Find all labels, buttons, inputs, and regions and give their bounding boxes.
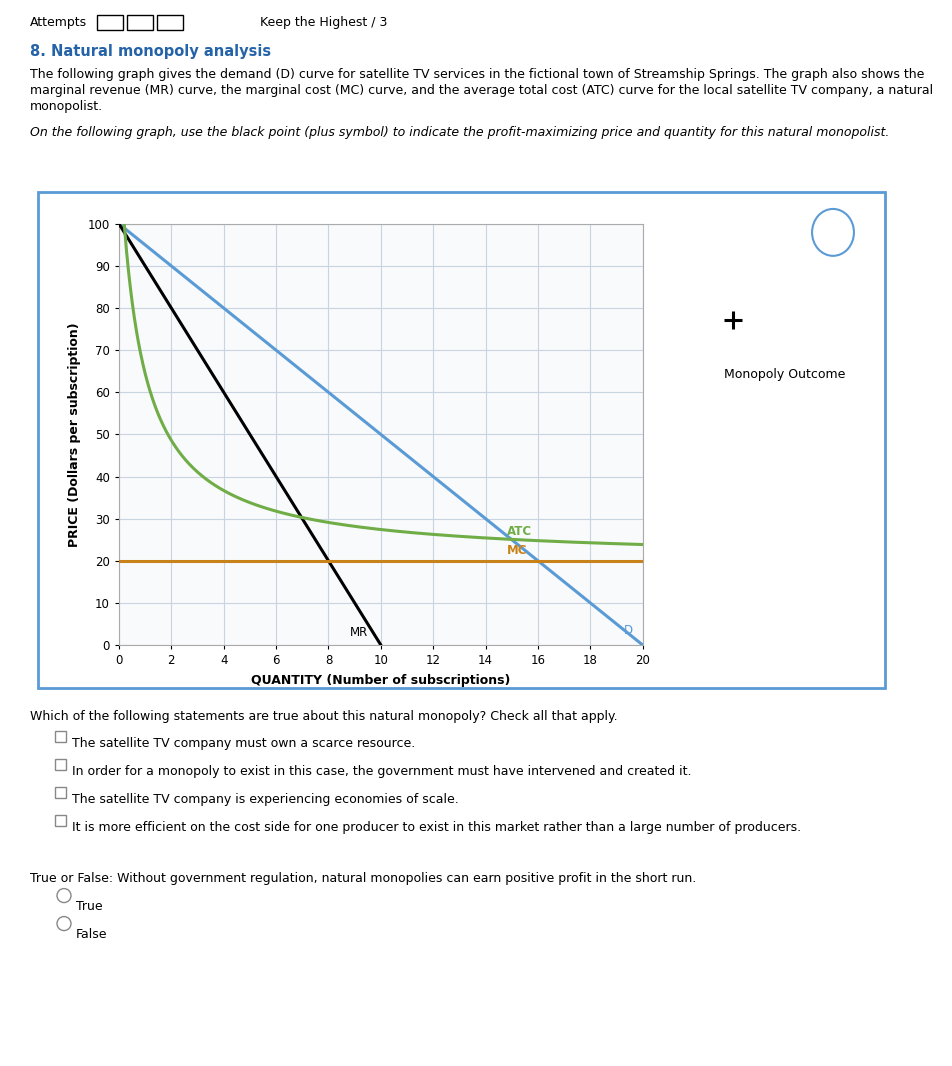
Text: True or False: Without government regulation, natural monopolies can earn positi: True or False: Without government regula… bbox=[30, 872, 696, 885]
Text: Which of the following statements are true about this natural monopoly? Check al: Which of the following statements are tr… bbox=[30, 710, 618, 723]
Circle shape bbox=[57, 917, 71, 931]
Text: True: True bbox=[76, 900, 103, 912]
Text: In order for a monopoly to exist in this case, the government must have interven: In order for a monopoly to exist in this… bbox=[72, 764, 691, 777]
Text: Monopoly Outcome: Monopoly Outcome bbox=[724, 368, 844, 381]
Text: monopolist.: monopolist. bbox=[30, 100, 103, 113]
Bar bbox=[55, 787, 66, 797]
Text: The satellite TV company is experiencing economies of scale.: The satellite TV company is experiencing… bbox=[72, 792, 459, 806]
Bar bbox=[157, 15, 183, 30]
Text: Keep the Highest / 3: Keep the Highest / 3 bbox=[260, 16, 387, 29]
Text: ATC: ATC bbox=[506, 524, 531, 537]
Text: The satellite TV company must own a scarce resource.: The satellite TV company must own a scar… bbox=[72, 737, 415, 749]
Bar bbox=[55, 814, 66, 825]
Text: The following graph gives the demand (D) curve for satellite TV services in the : The following graph gives the demand (D)… bbox=[30, 68, 924, 81]
Bar bbox=[127, 15, 153, 30]
X-axis label: QUANTITY (Number of subscriptions): QUANTITY (Number of subscriptions) bbox=[251, 674, 510, 687]
Text: ?: ? bbox=[828, 225, 838, 240]
Y-axis label: PRICE (Dollars per subscription): PRICE (Dollars per subscription) bbox=[68, 322, 81, 547]
Text: False: False bbox=[76, 927, 108, 940]
Text: On the following graph, use the black point (plus symbol) to indicate the profit: On the following graph, use the black po… bbox=[30, 126, 889, 139]
Bar bbox=[97, 15, 123, 30]
Text: MR: MR bbox=[349, 626, 367, 639]
Circle shape bbox=[57, 889, 71, 903]
Text: marginal revenue (MR) curve, the marginal cost (MC) curve, and the average total: marginal revenue (MR) curve, the margina… bbox=[30, 84, 933, 97]
Text: D: D bbox=[625, 624, 633, 636]
Bar bbox=[55, 730, 66, 742]
Text: Attempts: Attempts bbox=[30, 16, 88, 29]
Bar bbox=[55, 759, 66, 770]
Text: It is more efficient on the cost side for one producer to exist in this market r: It is more efficient on the cost side fo… bbox=[72, 821, 802, 834]
Text: MC: MC bbox=[506, 545, 527, 558]
Text: 8. Natural monopoly analysis: 8. Natural monopoly analysis bbox=[30, 44, 271, 59]
